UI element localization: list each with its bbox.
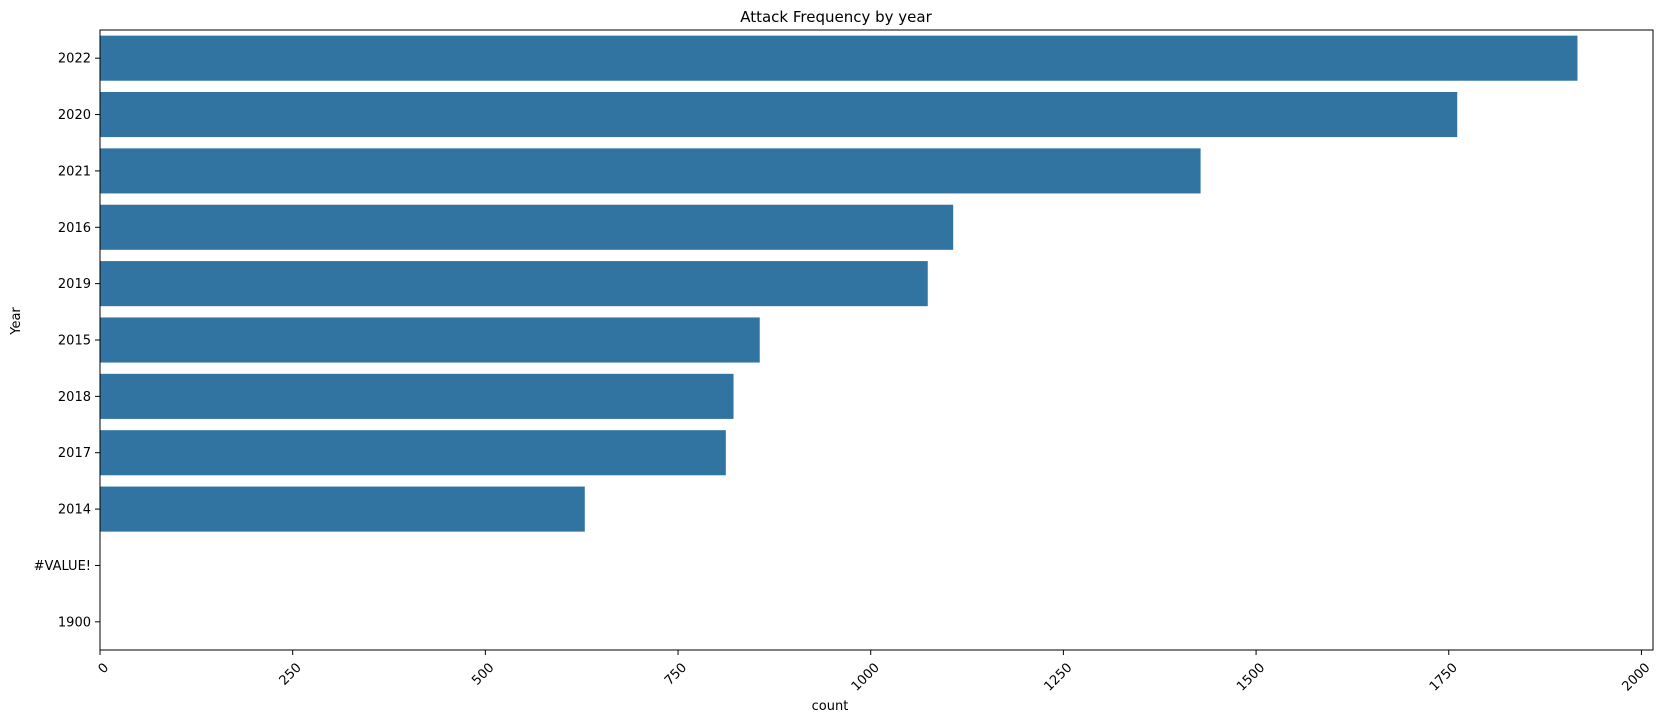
y-axis-label: Year — [9, 307, 24, 336]
bar-2020 — [100, 92, 1458, 138]
bar-2014 — [100, 486, 585, 532]
x-tick-labels: 0 250 500 750 1000 1250 1500 1750 2000 — [96, 650, 1653, 694]
bar-2015 — [100, 317, 760, 363]
axes-frame — [99, 29, 1654, 651]
y-tick-label: 2014 — [58, 503, 91, 518]
x-tick-label: 750 — [662, 660, 690, 688]
y-tick-label: 2017 — [58, 446, 91, 461]
bar-2017 — [100, 430, 726, 476]
x-tick-label: 500 — [469, 660, 497, 688]
bar-2022 — [100, 35, 1578, 81]
y-tick-label: 2015 — [58, 334, 91, 349]
y-tick-label: 2016 — [58, 221, 91, 236]
bar-2016 — [100, 204, 954, 250]
y-tick-label: #VALUE! — [34, 559, 91, 574]
x-tick-label: 2000 — [1619, 660, 1653, 694]
x-tick-label: 250 — [277, 660, 305, 688]
x-tick-label: 1250 — [1041, 660, 1075, 694]
x-axis-label: count — [812, 699, 849, 714]
bars-group — [100, 35, 1578, 532]
chart-title: Attack Frequency by year — [740, 8, 932, 26]
y-tick-label: 2018 — [58, 390, 91, 405]
bar-2021 — [100, 148, 1201, 194]
y-tick-label: 1900 — [58, 615, 91, 630]
bar-2019 — [100, 261, 928, 307]
x-tick-label: 1000 — [849, 660, 883, 694]
y-tick-label: 2022 — [58, 52, 91, 67]
plot-border — [99, 29, 1654, 651]
y-tick-label: 2021 — [58, 164, 91, 179]
y-tick-labels: 2022 2020 2021 2016 2019 2015 2018 2017 2014 #VAL… — [34, 52, 100, 630]
y-tick-label: 2020 — [58, 108, 91, 123]
x-tick-label: 0 — [96, 660, 112, 676]
x-tick-label: 1750 — [1427, 660, 1461, 694]
x-tick-label: 1500 — [1234, 660, 1268, 694]
y-tick-label: 2019 — [58, 277, 91, 292]
bar-2018 — [100, 373, 734, 419]
